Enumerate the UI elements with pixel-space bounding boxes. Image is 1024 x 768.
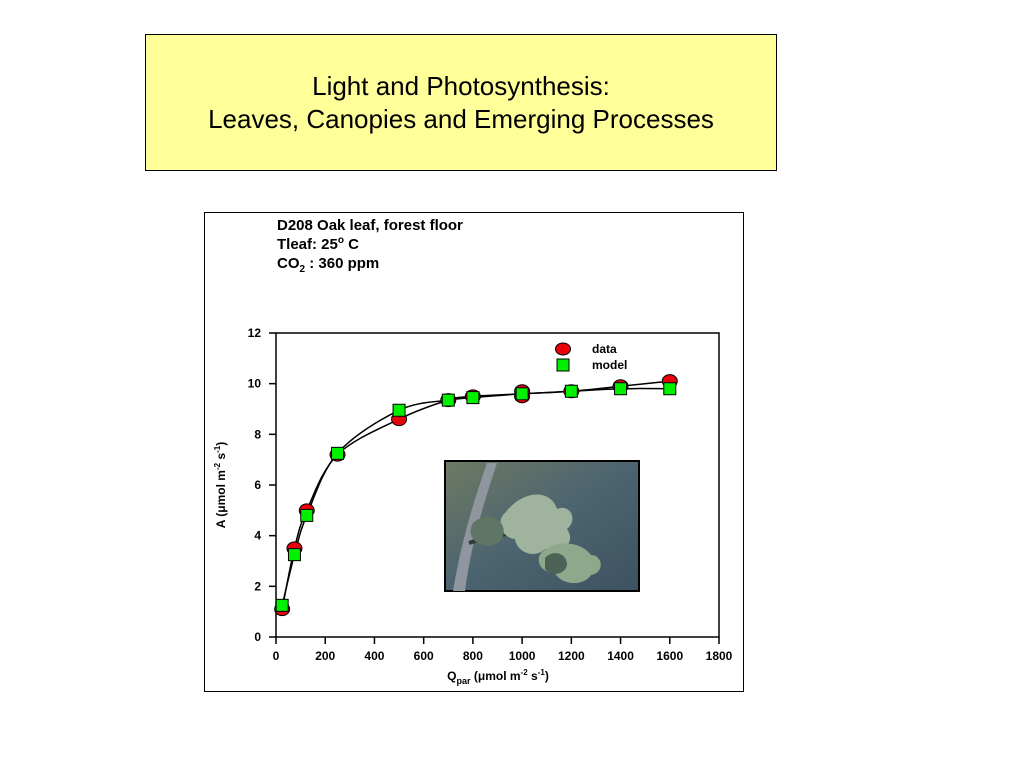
model-point <box>392 403 406 417</box>
oak-leaf-photo <box>444 460 640 592</box>
x-tick-label: 1000 <box>509 649 536 663</box>
x-tick-label: 200 <box>315 649 335 663</box>
model-point <box>441 393 455 407</box>
y-tick-label: 0 <box>254 630 261 644</box>
model-point <box>564 384 578 398</box>
annotation-line2: Tleaf: 25o C <box>277 235 359 253</box>
x-tick-label: 1800 <box>706 649 733 663</box>
x-tick-label: 800 <box>463 649 483 663</box>
model-point <box>614 382 628 396</box>
model-point <box>663 382 677 396</box>
legend-label-data: data <box>592 342 617 356</box>
y-tick-label: 12 <box>248 326 262 340</box>
model-point <box>275 598 289 612</box>
x-tick-label: 600 <box>414 649 434 663</box>
y-tick-label: 8 <box>254 427 261 441</box>
model-point <box>515 387 529 401</box>
photosynthesis-chart: D208 Oak leaf, forest floor Tleaf: 25o C… <box>213 217 733 686</box>
y-axis-label: A (μmol m-2 s-1) <box>213 442 228 529</box>
slide-title-box: Light and Photosynthesis: Leaves, Canopi… <box>145 34 777 171</box>
slide-title-line2: Leaves, Canopies and Emerging Processes <box>208 103 714 134</box>
y-tick-label: 4 <box>254 529 261 543</box>
x-axis-label: Qpar (μmol m-2 s-1) <box>447 668 549 686</box>
annotation-line1: D208 Oak leaf, forest floor <box>277 217 463 234</box>
x-tick-label: 0 <box>273 649 280 663</box>
model-point <box>287 548 301 562</box>
x-tick-label: 1600 <box>656 649 683 663</box>
slide-title-line1: Light and Photosynthesis: <box>312 70 610 101</box>
model-point <box>300 508 314 522</box>
y-tick-label: 6 <box>254 478 261 492</box>
model-point <box>331 446 345 460</box>
legend-label-model: model <box>592 358 627 372</box>
legend-marker-data <box>555 342 571 356</box>
y-tick-label: 10 <box>248 377 262 391</box>
legend-marker-model <box>556 358 570 372</box>
x-tick-label: 400 <box>364 649 384 663</box>
y-tick-label: 2 <box>254 579 261 593</box>
model-point <box>466 391 480 405</box>
x-tick-label: 1400 <box>607 649 634 663</box>
annotation-line3: CO2 : 360 ppm <box>277 255 379 275</box>
chart-frame: D208 Oak leaf, forest floor Tleaf: 25o C… <box>204 212 744 692</box>
x-tick-label: 1200 <box>558 649 585 663</box>
